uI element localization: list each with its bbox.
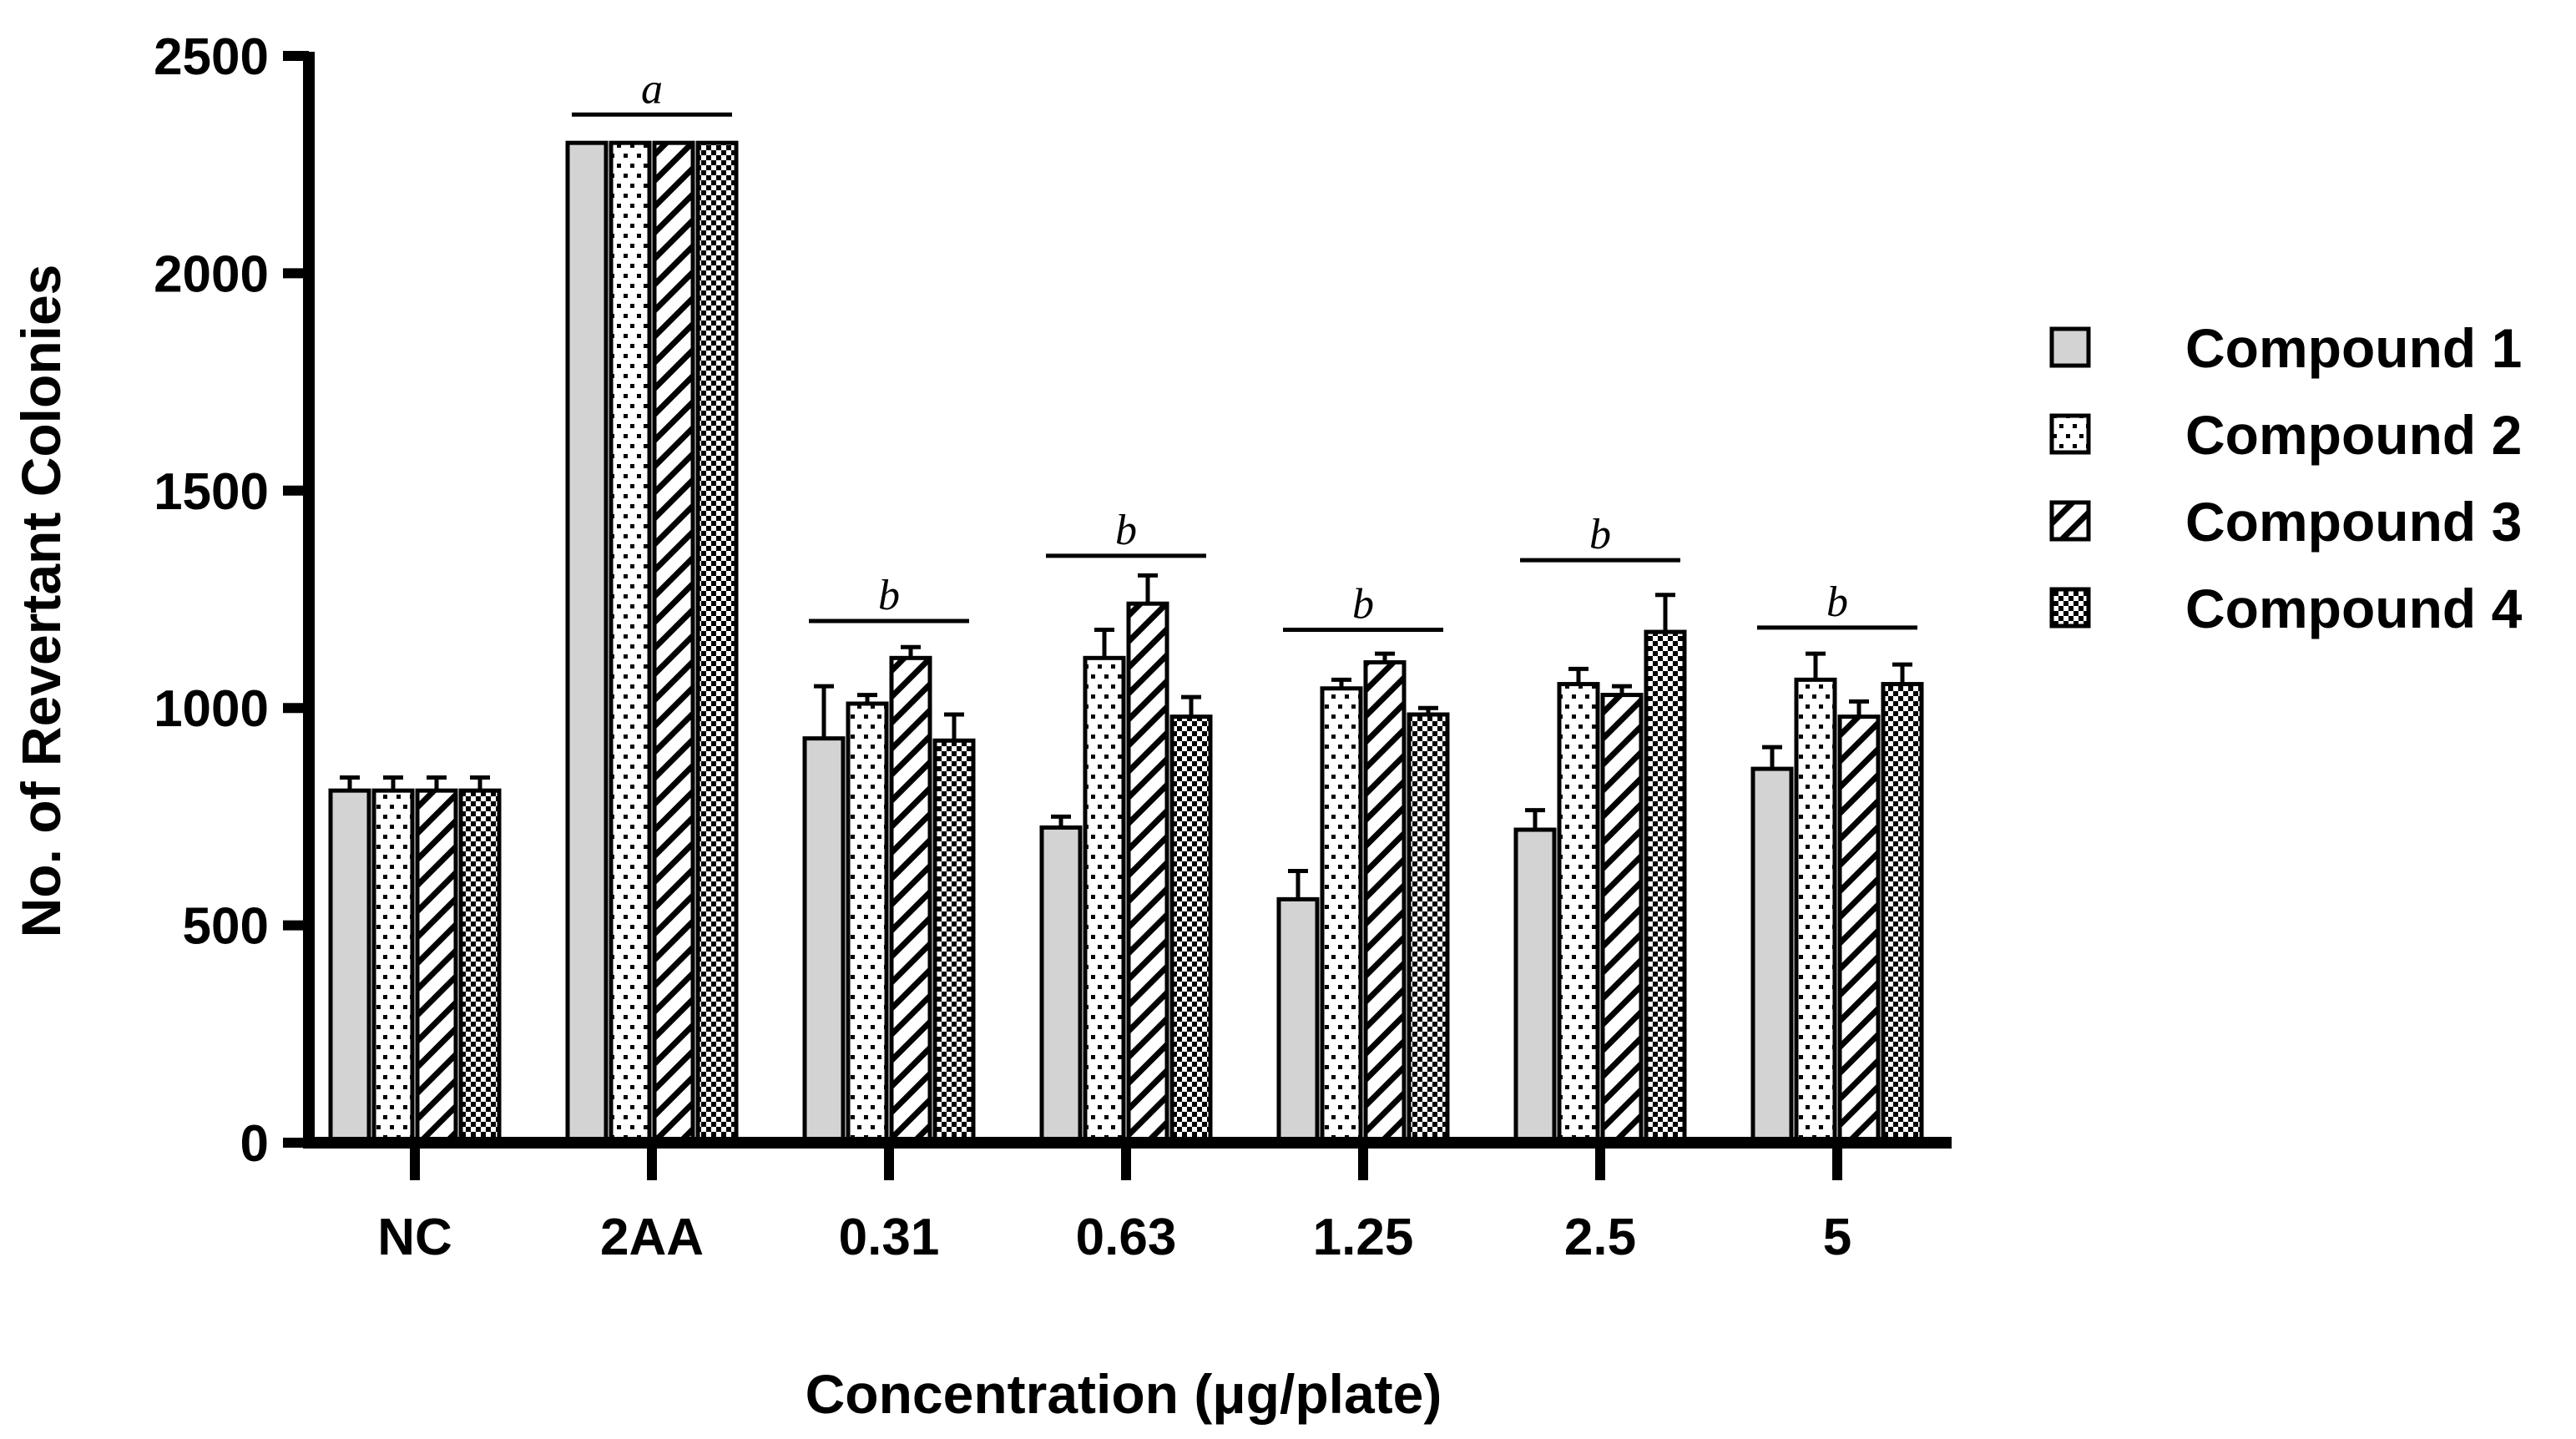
legend-swatch-compound-1: [2049, 326, 2091, 368]
x-tick-label-nc: NC: [377, 1209, 452, 1266]
y-tick-label-1500: 1500: [154, 463, 269, 521]
x-axis-title: Concentration (μg/plate): [806, 1363, 1442, 1425]
x-tick-label-0-63: 0.63: [1076, 1209, 1177, 1266]
bar-compound-4-0-63: [1169, 714, 1213, 1145]
y-tick-label-1000: 1000: [154, 680, 269, 738]
bar-compound-1-0-63: [1039, 825, 1083, 1145]
bar-compound-4-5: [1881, 682, 1924, 1145]
significance-letter-2aa: a: [641, 65, 663, 113]
bar-compound-3-2aa: [652, 140, 695, 1145]
legend: Compound 1 Compound 2 Compound 3 Compound 4: [2049, 317, 2523, 639]
bar-compound-4-2-5: [1644, 629, 1687, 1145]
bar-compound-4-nc: [458, 788, 502, 1145]
y-tick-label-500: 500: [183, 898, 269, 956]
significance-annotations: a b b b b b: [572, 65, 1917, 632]
y-ticks: 0 500 1000 1500 2000 2500: [154, 28, 309, 1173]
legend-swatch-compound-2: [2049, 413, 2091, 455]
legend-label-compound-2: Compound 2: [2185, 404, 2522, 466]
x-tick-label-5: 5: [1823, 1209, 1851, 1266]
bar-compound-2-2aa: [609, 140, 652, 1145]
legend-label-compound-3: Compound 3: [2185, 491, 2522, 553]
x-tick-label-0-31: 0.31: [839, 1209, 940, 1266]
x-tick-label-1-25: 1.25: [1313, 1209, 1414, 1266]
significance-letter-5: b: [1826, 578, 1848, 626]
bar-compound-1-0-31: [802, 736, 846, 1145]
significance-letter-1-25: b: [1352, 580, 1374, 628]
significance-letter-0-63: b: [1115, 507, 1137, 554]
bar-compound-3-5: [1837, 714, 1881, 1145]
legend-swatch-compound-4: [2049, 587, 2091, 629]
bar-compound-1-5: [1750, 766, 1794, 1145]
significance-letter-0-31: b: [878, 572, 900, 619]
bar-compound-1-2aa: [565, 140, 609, 1145]
legend-swatch-compound-3: [2049, 500, 2091, 542]
bars-layer: [328, 140, 1924, 1145]
bar-compound-2-0-31: [846, 701, 889, 1145]
y-axis-title: No. of Revertant Colonies: [10, 265, 72, 938]
bar-compound-3-0-31: [889, 655, 932, 1145]
bar-compound-2-0-63: [1083, 655, 1126, 1145]
x-tick-label-2aa: 2AA: [600, 1209, 704, 1266]
y-tick-label-2500: 2500: [154, 28, 269, 86]
bar-compound-3-nc: [415, 788, 458, 1145]
bar-compound-3-0-63: [1126, 601, 1169, 1145]
bar-compound-4-2aa: [695, 140, 739, 1145]
bar-compound-4-1-25: [1407, 712, 1450, 1145]
bar-compound-3-1-25: [1363, 660, 1407, 1145]
legend-label-compound-4: Compound 4: [2185, 578, 2523, 639]
significance-letter-2-5: b: [1589, 511, 1611, 558]
bar-compound-4-0-31: [932, 738, 976, 1145]
legend-label-compound-1: Compound 1: [2185, 317, 2522, 379]
y-tick-label-0: 0: [240, 1115, 269, 1173]
bar-compound-2-1-25: [1320, 686, 1363, 1145]
bar-compound-2-5: [1794, 677, 1837, 1145]
x-tick-label-2-5: 2.5: [1564, 1209, 1636, 1266]
bar-compound-1-2-5: [1513, 827, 1557, 1145]
bar-compound-1-nc: [328, 788, 371, 1145]
bar-compound-1-1-25: [1276, 896, 1320, 1145]
bar-compound-2-nc: [371, 788, 415, 1145]
y-tick-label-2000: 2000: [154, 245, 269, 303]
bar-compound-3-2-5: [1600, 693, 1644, 1145]
x-ticks: NC 2AA 0.31 0.63 1.25 2.5 5: [377, 1143, 1851, 1266]
bar-compound-2-2-5: [1557, 682, 1600, 1145]
